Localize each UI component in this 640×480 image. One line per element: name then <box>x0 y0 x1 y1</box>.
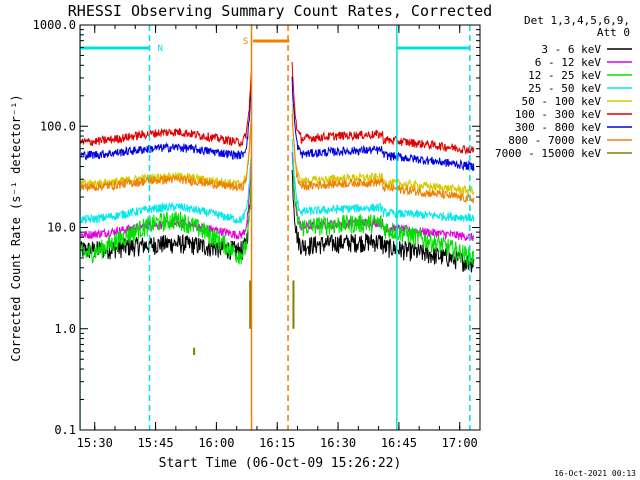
flag-S-label: S <box>243 37 248 47</box>
plot-area: NS <box>80 25 475 430</box>
x-tick-label-5: 16:45 <box>381 436 417 450</box>
legend-label-2: 12 - 25 keV <box>528 69 601 82</box>
series-6-line-1 <box>291 76 475 172</box>
x-tick-label-4: 16:30 <box>320 436 356 450</box>
flag-N-label: N <box>157 44 162 54</box>
legend-label-0: 3 - 6 keV <box>541 43 601 56</box>
series-5-line-0 <box>80 69 252 148</box>
y-tick-label-0: 0.1 <box>54 423 76 437</box>
series-2-line-0 <box>80 166 252 265</box>
series-6 <box>80 76 475 172</box>
series-2-line-1 <box>292 160 475 268</box>
y-tick-label-1: 1.0 <box>54 322 76 336</box>
series-3-line-1 <box>291 138 475 222</box>
x-tick-label-3: 16:15 <box>259 436 295 450</box>
series-8 <box>193 280 295 356</box>
legend-header-1: Att 0 <box>597 26 630 39</box>
series-6-line-0 <box>80 84 252 161</box>
series-7-line-0 <box>80 117 252 192</box>
x-tick-label-6: 17:00 <box>442 436 478 450</box>
y-axis-label: Corrected Count Rate (s⁻¹ detector⁻¹) <box>9 94 23 361</box>
x-tick-label-0: 15:30 <box>77 436 113 450</box>
legend-label-7: 800 - 7000 keV <box>508 134 601 147</box>
y-tick-label-4: 1000.0 <box>33 18 76 32</box>
series-7 <box>80 113 475 204</box>
chart-title: RHESSI Observing Summary Count Rates, Co… <box>68 2 492 20</box>
series-5 <box>80 61 475 156</box>
series-5-line-1 <box>291 61 475 156</box>
series-2 <box>80 160 475 268</box>
legend-label-4: 50 - 100 keV <box>522 95 602 108</box>
x-axis-label: Start Time (06-Oct-09 15:26:22) <box>159 456 402 471</box>
legend-label-3: 25 - 50 keV <box>528 82 601 95</box>
legend-label-6: 300 - 800 keV <box>515 121 601 134</box>
series-7-line-1 <box>291 113 475 204</box>
series-3 <box>80 138 475 225</box>
legend-label-1: 6 - 12 keV <box>535 56 602 69</box>
y-tick-label-3: 100.0 <box>40 119 76 133</box>
x-tick-label-2: 16:00 <box>198 436 234 450</box>
axes: 0.1 1.0 10.0 100.0 1000.0 15:30 15:45 16:00 16:1… <box>33 18 481 450</box>
y-tick-label-2: 10.0 <box>47 221 76 235</box>
footer-timestamp: 16-Oct-2021 00:13 <box>554 469 636 478</box>
series-3-line-0 <box>80 141 252 225</box>
legend-label-8: 7000 - 15000 keV <box>495 147 601 160</box>
legend-label-5: 100 - 300 keV <box>515 108 601 121</box>
series-0-line-1 <box>291 170 475 273</box>
legend-header-0: Det 1,3,4,5,6,9, <box>524 14 630 27</box>
x-tick-label-1: 15:45 <box>138 436 174 450</box>
